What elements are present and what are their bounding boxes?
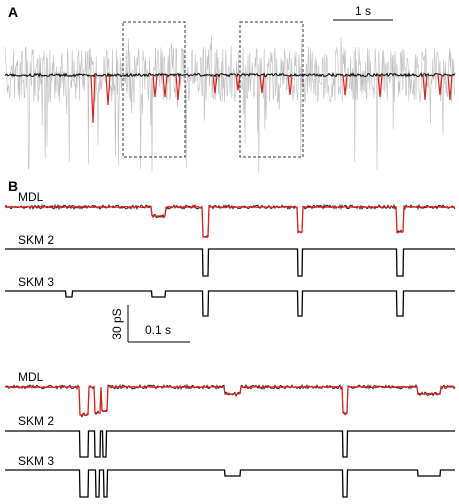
trace xyxy=(4,385,456,416)
trace-group xyxy=(4,35,456,173)
trace xyxy=(5,469,455,498)
trace xyxy=(4,205,456,238)
trace-label: MDL xyxy=(18,370,44,384)
trace-label: SKM 3 xyxy=(18,454,54,468)
panel-label: B xyxy=(8,178,18,194)
trace xyxy=(4,72,456,78)
trace-label: SKM 2 xyxy=(18,233,54,247)
zoom-box xyxy=(239,21,304,158)
trace xyxy=(5,248,455,277)
trace-group xyxy=(4,203,456,498)
scale-label: 0.1 s xyxy=(145,323,171,337)
panel-label: A xyxy=(8,4,18,20)
trace xyxy=(4,203,456,238)
scale-label: 30 pS xyxy=(110,308,124,339)
trace xyxy=(90,74,453,124)
trace-label: MDL xyxy=(18,190,44,204)
trace xyxy=(4,35,455,173)
scale-label: 1 s xyxy=(355,4,371,18)
trace xyxy=(5,290,455,317)
trace xyxy=(5,430,455,458)
trace-label: SKM 2 xyxy=(18,414,54,428)
trace xyxy=(4,383,456,418)
trace-label: SKM 3 xyxy=(18,275,54,289)
zoom-box xyxy=(122,21,186,158)
